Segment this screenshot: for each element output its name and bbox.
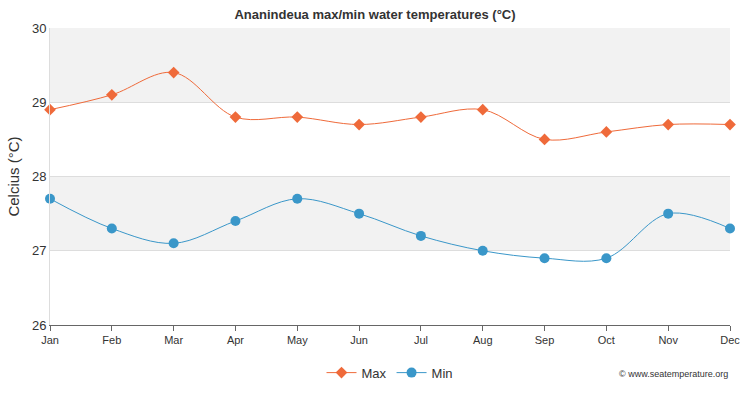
svg-text:Mar: Mar	[164, 334, 183, 346]
svg-text:Nov: Nov	[658, 334, 678, 346]
svg-text:28: 28	[32, 169, 46, 184]
svg-text:27: 27	[32, 243, 46, 258]
svg-text:Aug: Aug	[473, 334, 493, 346]
svg-text:Max: Max	[362, 366, 387, 381]
svg-text:Celcius (°C): Celcius (°C)	[5, 136, 22, 216]
svg-text:Jan: Jan	[41, 334, 59, 346]
svg-text:26: 26	[32, 318, 46, 333]
svg-text:29: 29	[32, 95, 46, 110]
svg-text:Jun: Jun	[350, 334, 368, 346]
svg-text:Jul: Jul	[414, 334, 428, 346]
svg-text:30: 30	[32, 21, 46, 36]
svg-text:May: May	[287, 334, 308, 346]
svg-text:Apr: Apr	[227, 334, 244, 346]
svg-text:Min: Min	[432, 366, 453, 381]
svg-text:Feb: Feb	[102, 334, 121, 346]
svg-text:Oct: Oct	[598, 334, 615, 346]
svg-text:© www.seatemperature.org: © www.seatemperature.org	[619, 369, 728, 379]
svg-text:Ananindeua max/min water tempe: Ananindeua max/min water temperatures (°…	[234, 7, 515, 22]
svg-text:Dec: Dec	[720, 334, 740, 346]
svg-text:Sep: Sep	[535, 334, 555, 346]
